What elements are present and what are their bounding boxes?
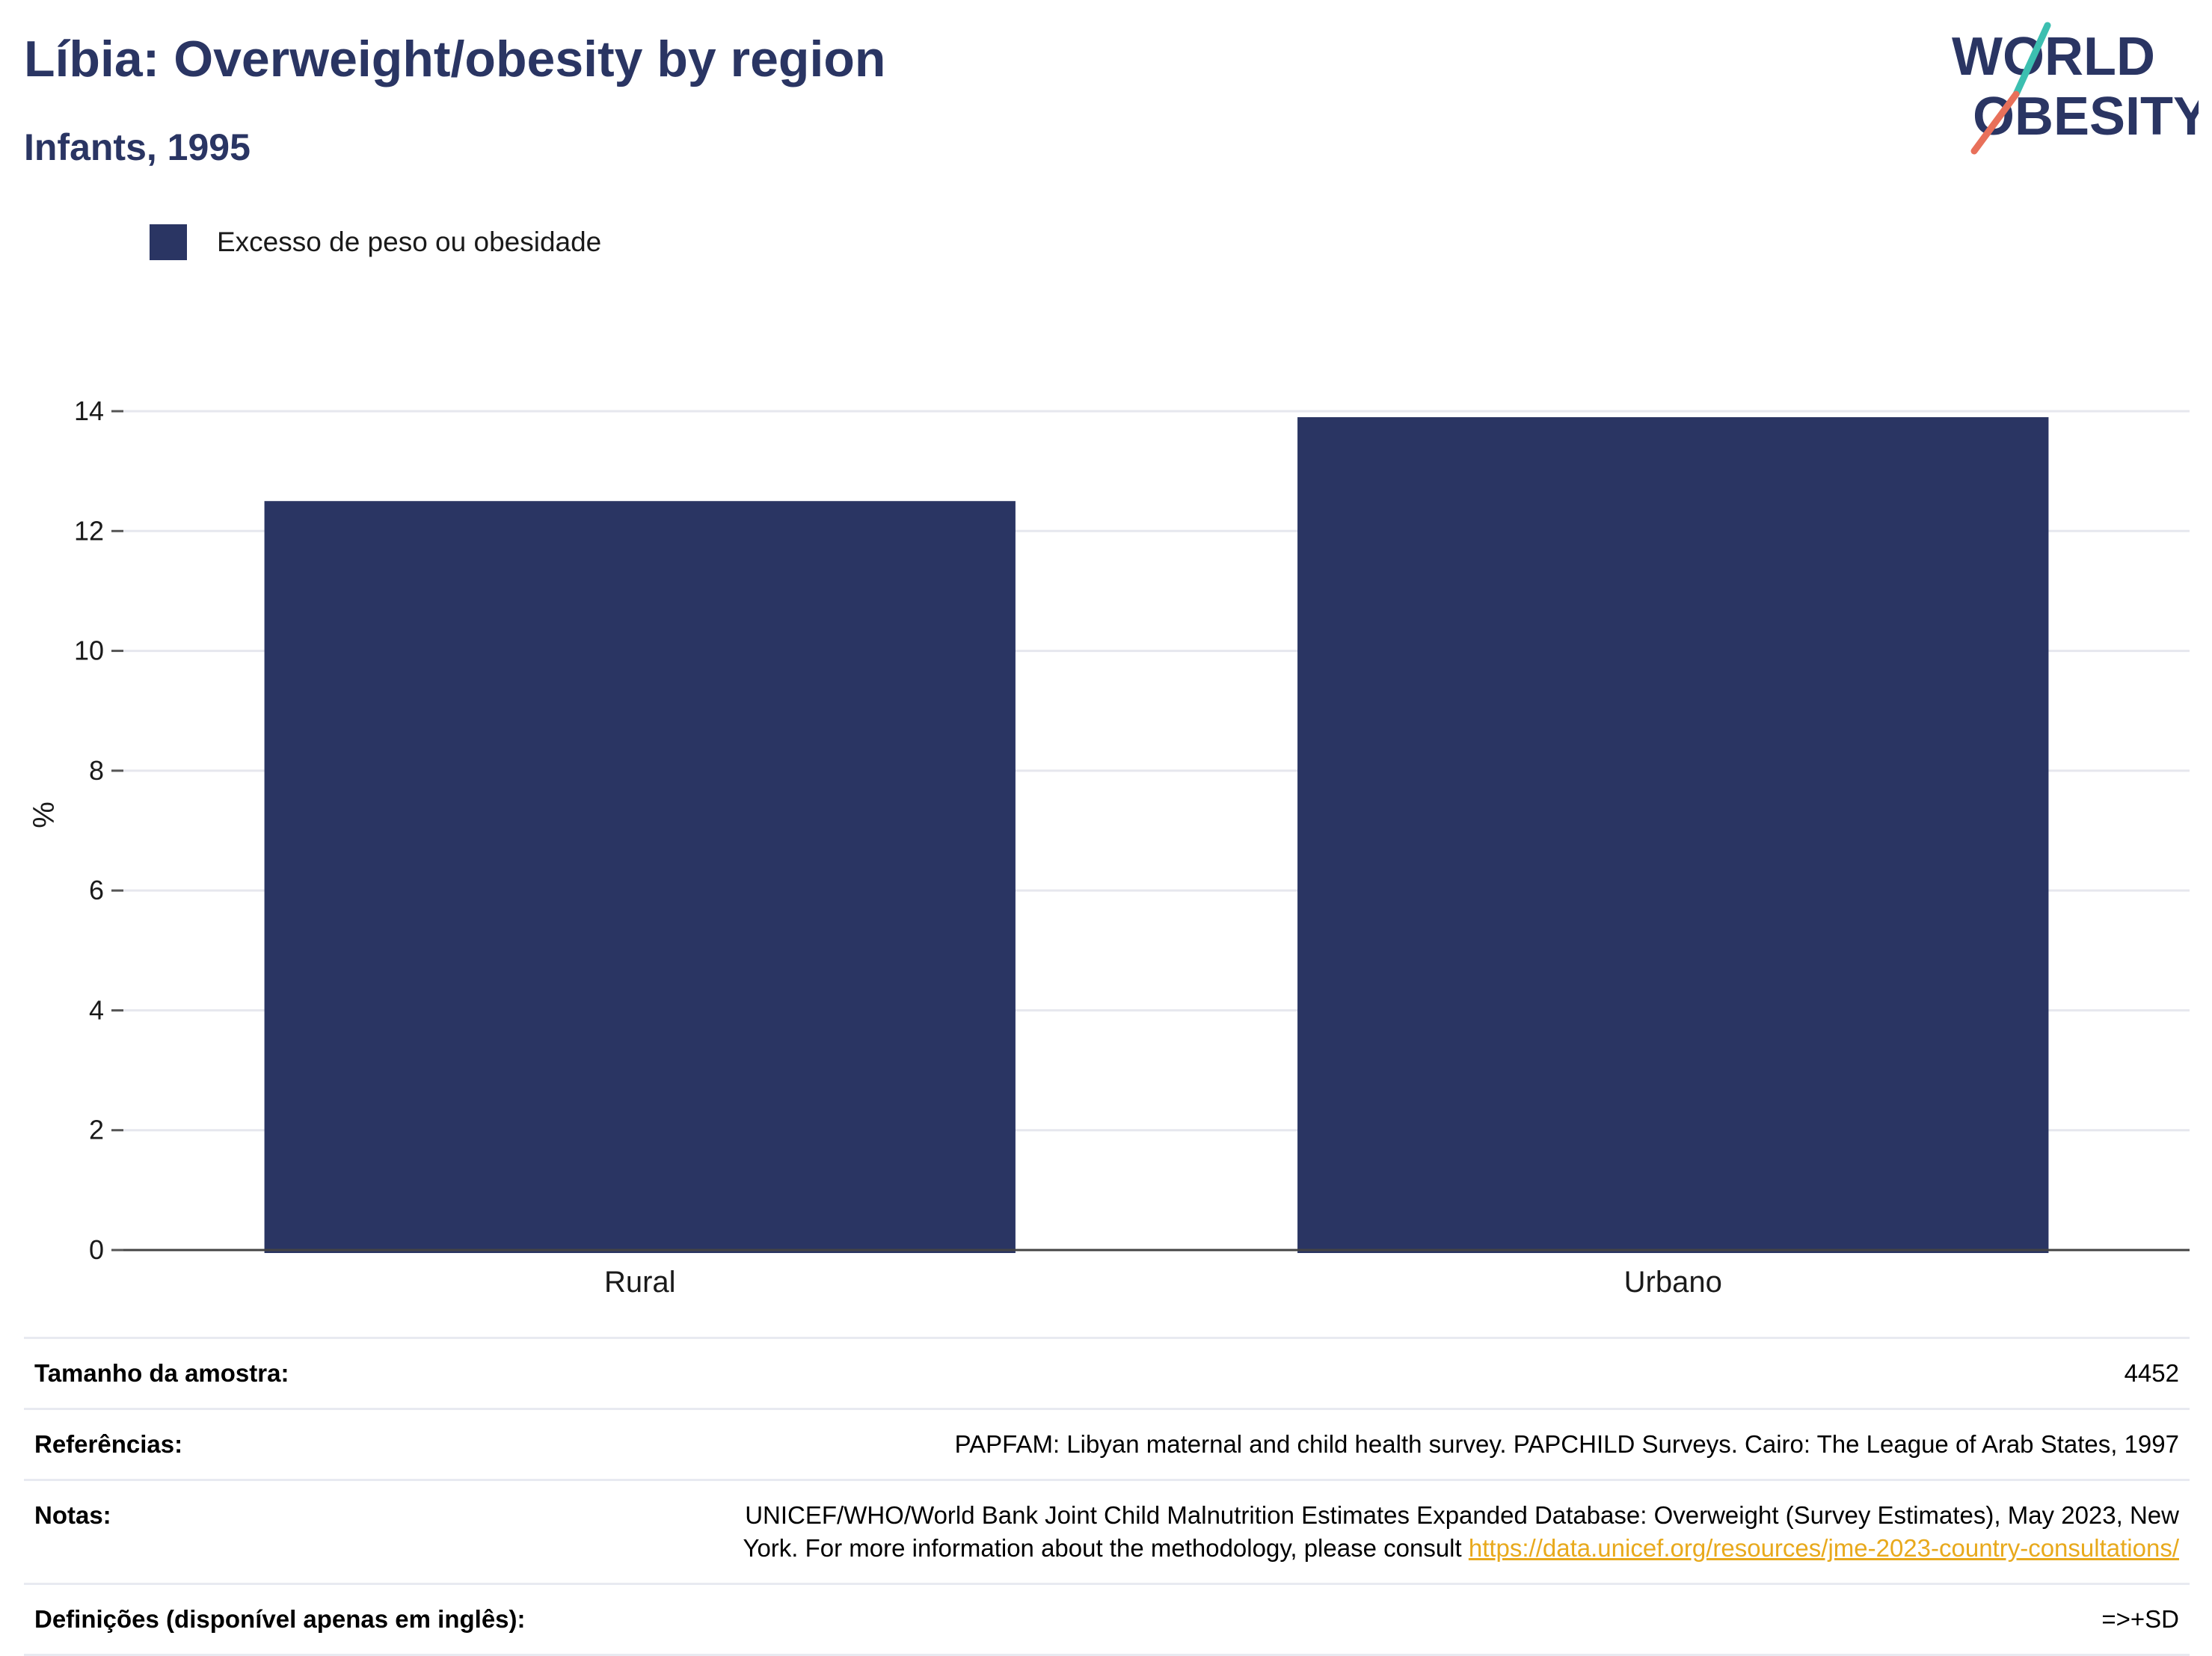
y-tick-label: 10 bbox=[74, 635, 104, 666]
chart-subtitle: Infants, 1995 bbox=[24, 126, 251, 168]
axes: 0 2 4 6 8 10 12 14 Rural Urbano bbox=[74, 395, 2190, 1299]
notes-line1: UNICEF/WHO/World Bank Joint Child Malnut… bbox=[745, 1501, 2179, 1529]
definitions-value: =>+SD bbox=[2101, 1605, 2179, 1633]
world-obesity-logo: WORLD OBESITY bbox=[1952, 22, 2199, 155]
logo-slash-teal bbox=[2012, 22, 2051, 98]
legend[interactable]: Excesso de peso ou obesidade bbox=[150, 223, 601, 262]
info-row-definitions: Definições (disponível apenas em inglês)… bbox=[24, 1583, 2190, 1655]
logo-slash-coral bbox=[1970, 90, 2020, 155]
notes-line2: York. For more information about the met… bbox=[743, 1534, 1469, 1562]
references-label: Referências: bbox=[34, 1430, 183, 1458]
y-tick-label: 14 bbox=[74, 395, 104, 426]
y-tick-label: 12 bbox=[74, 515, 104, 546]
y-tick-label: 0 bbox=[89, 1234, 104, 1265]
references-value: PAPFAM: Libyan maternal and child health… bbox=[954, 1430, 2179, 1458]
y-tick-label: 6 bbox=[89, 875, 104, 905]
bars bbox=[264, 417, 2049, 1253]
y-tick-label: 4 bbox=[89, 994, 104, 1025]
notes-label: Notas: bbox=[34, 1501, 111, 1529]
methodology-link[interactable]: https://data.unicef.org/resources/jme-20… bbox=[1468, 1534, 2179, 1562]
y-tick-label: 2 bbox=[89, 1115, 104, 1145]
x-category-label: Rural bbox=[604, 1266, 676, 1299]
y-tick-label: 8 bbox=[89, 755, 104, 786]
logo-line1: WORLD bbox=[1952, 27, 2155, 87]
bar-urbano[interactable] bbox=[1297, 417, 2049, 1253]
notes-value: UNICEF/WHO/World Bank Joint Child Malnut… bbox=[613, 1480, 2190, 1584]
chart-title: Líbia: Overweight/obesity by region bbox=[24, 31, 886, 87]
y-axis-title: % bbox=[28, 801, 61, 828]
legend-label: Excesso de peso ou obesidade bbox=[217, 227, 602, 257]
bar-chart: 0 2 4 6 8 10 12 14 Rural Urbano % bbox=[28, 395, 2190, 1299]
bar-rural[interactable] bbox=[264, 501, 1016, 1253]
x-category-label: Urbano bbox=[1624, 1266, 1722, 1299]
sample-label: Tamanho da amostra: bbox=[34, 1359, 289, 1387]
info-table: Tamanho da amostra: 4452 Referências: PA… bbox=[24, 1337, 2190, 1656]
legend-swatch bbox=[150, 224, 187, 260]
sample-value: 4452 bbox=[2124, 1359, 2179, 1387]
info-row-notes: Notas: UNICEF/WHO/World Bank Joint Child… bbox=[24, 1480, 2190, 1584]
info-row-references: Referências: PAPFAM: Libyan maternal and… bbox=[24, 1409, 2190, 1480]
info-row-sample: Tamanho da amostra: 4452 bbox=[24, 1338, 2190, 1409]
definitions-label: Definições (disponível apenas em inglês)… bbox=[34, 1605, 526, 1633]
